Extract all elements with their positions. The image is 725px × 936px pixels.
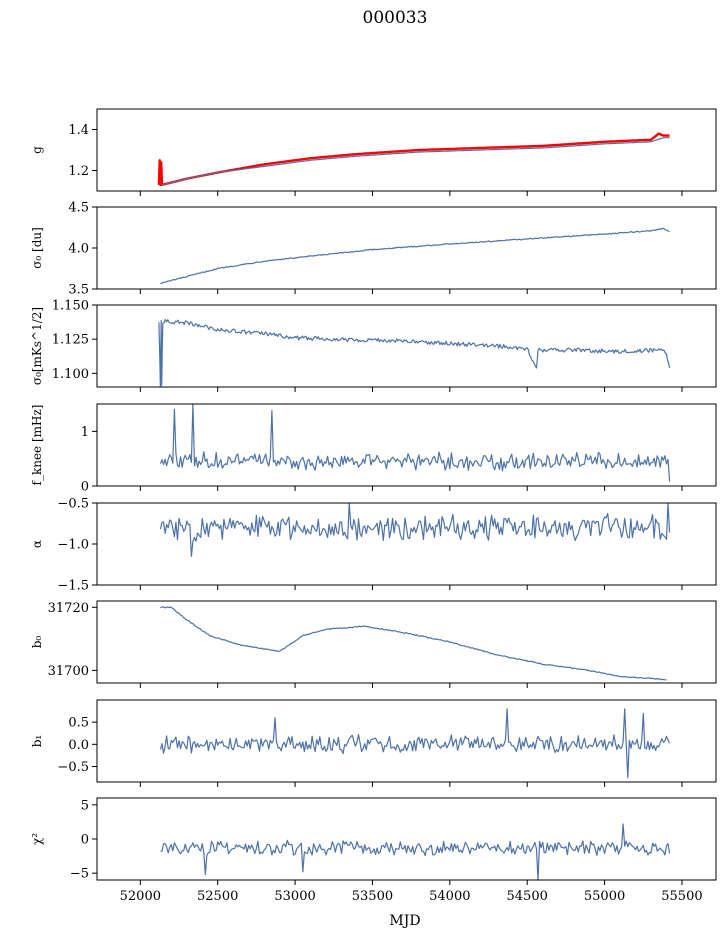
y-tick-label: 0.5 bbox=[68, 716, 89, 731]
panel-g: 1.2 1.4 g bbox=[30, 108, 717, 196]
y-tick-label: 0 bbox=[81, 833, 89, 848]
y-tick-label: −1.0 bbox=[57, 538, 89, 553]
panels: 1.2 1.4 g 3.5 4.0 4.5 σ₀ [du] 1.100 1.125 1.150 σ₀… bbox=[30, 108, 717, 904]
y-tick-label: −0.5 bbox=[57, 760, 89, 775]
figure-title: 000033 bbox=[363, 8, 428, 28]
panel-sigma0_du: 3.5 4.0 4.5 σ₀ [du] bbox=[30, 201, 717, 298]
x-tick-label: 52000 bbox=[120, 889, 161, 904]
x-tick-label: 52500 bbox=[197, 889, 238, 904]
y-axis-label-chi2: χ² bbox=[30, 833, 44, 845]
panel-frame bbox=[96, 502, 717, 586]
y-tick-label: 1.4 bbox=[68, 123, 89, 138]
y-tick-label: 31700 bbox=[48, 664, 89, 679]
x-axis-label: MJD bbox=[389, 913, 420, 929]
y-axis-label-fknee: f_knee [mHz] bbox=[30, 405, 44, 486]
y-axis-label-alpha: α bbox=[30, 540, 44, 548]
y-tick-label: 1.2 bbox=[68, 164, 89, 179]
y-tick-label: 0.0 bbox=[68, 738, 89, 753]
y-tick-label: 4.5 bbox=[68, 201, 89, 216]
panel-frame bbox=[96, 108, 717, 192]
x-tick-label: 54500 bbox=[507, 889, 548, 904]
panel-frame bbox=[96, 304, 717, 388]
y-tick-label: 5 bbox=[81, 798, 89, 813]
panel-frame bbox=[96, 699, 717, 783]
panel-frame bbox=[96, 206, 717, 290]
panel-sigma0_mks: 1.100 1.125 1.150 σ₀[mKs^1/2] bbox=[30, 299, 717, 392]
series-line-fknee bbox=[159, 403, 671, 482]
panel-fknee: 0 1 f_knee [mHz] bbox=[30, 403, 717, 495]
x-tick-label: 55500 bbox=[661, 889, 702, 904]
y-tick-label: 1.100 bbox=[52, 367, 89, 382]
y-axis-label-b1: b₁ bbox=[30, 735, 44, 748]
y-tick-label: 1 bbox=[81, 425, 89, 440]
series-line-g-fit bbox=[157, 132, 670, 187]
panel-frame bbox=[96, 600, 717, 684]
y-tick-label: −5 bbox=[70, 867, 89, 882]
series-line-sigma0-du bbox=[160, 227, 670, 285]
panel-frame bbox=[96, 403, 717, 487]
panel-frame bbox=[96, 797, 717, 881]
y-axis-label-sigma0_du: σ₀ [du] bbox=[30, 227, 44, 269]
y-tick-label: 1.150 bbox=[52, 299, 89, 314]
y-axis-label-sigma0_mks: σ₀[mKs^1/2] bbox=[30, 307, 44, 385]
panel-b1: −0.5 0.0 0.5 b₁ bbox=[30, 699, 717, 787]
panel-chi2: −5 0 5 χ² bbox=[30, 797, 717, 885]
y-axis-label-g: g bbox=[30, 146, 44, 154]
y-tick-label: 0 bbox=[81, 480, 89, 495]
panel-alpha: −1.5 −1.0 −0.5 α bbox=[30, 497, 717, 594]
y-tick-label: 4.0 bbox=[68, 242, 89, 257]
x-tick-label: 55000 bbox=[584, 889, 625, 904]
panel-b0: 31700 31720 b₀ bbox=[30, 600, 717, 688]
y-tick-label: 1.125 bbox=[52, 333, 89, 348]
y-axis-label-b0: b₀ bbox=[30, 636, 44, 649]
x-tick-label: 53000 bbox=[274, 889, 315, 904]
series-line-alpha bbox=[159, 502, 671, 557]
x-tick-label: 54000 bbox=[429, 889, 470, 904]
y-tick-label: 3.5 bbox=[68, 283, 89, 298]
y-tick-label: 31720 bbox=[48, 601, 89, 616]
series-line-b0 bbox=[160, 606, 667, 681]
series-line-g bbox=[161, 137, 670, 186]
series-line-b1 bbox=[159, 708, 671, 779]
series-line-sigma0-mKs bbox=[158, 319, 671, 388]
y-tick-label: −1.5 bbox=[57, 579, 89, 594]
x-tick-label: 53500 bbox=[352, 889, 393, 904]
series-line-chi2 bbox=[160, 823, 671, 881]
y-tick-label: −0.5 bbox=[57, 497, 89, 512]
